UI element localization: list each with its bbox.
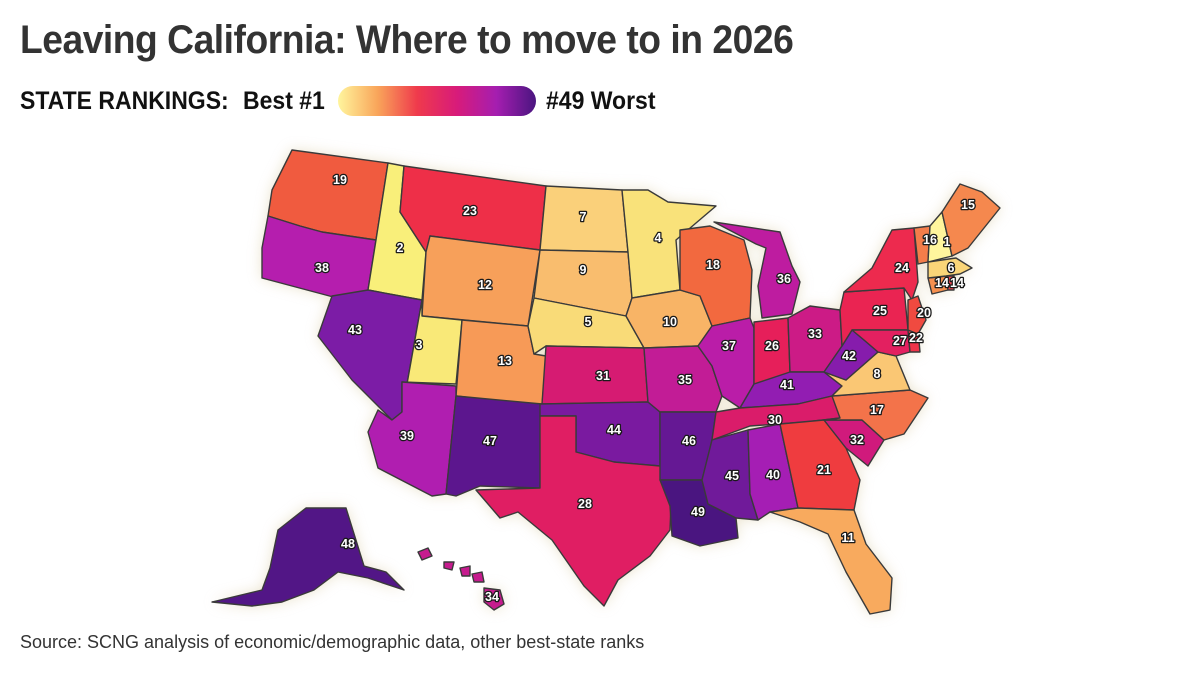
hawaii-island-3 xyxy=(459,565,471,577)
rank-label-alaska: 48 xyxy=(341,537,355,551)
rank-label-utah: 3 xyxy=(416,338,423,352)
page-title: Leaving California: Where to move to in … xyxy=(20,18,794,62)
state-florida xyxy=(769,507,893,615)
rank-label-iowa: 10 xyxy=(663,315,677,329)
rank-label-tennessee: 30 xyxy=(768,413,782,427)
state-michigan xyxy=(713,221,801,319)
rank-label-nevada: 43 xyxy=(348,323,362,337)
state-new-york xyxy=(843,227,919,301)
rank-label-hawaii: 34 xyxy=(485,590,499,604)
state-kansas xyxy=(541,345,649,405)
legend: STATE RANKINGS: Best #1 #49 Worst xyxy=(20,84,665,118)
legend-label: STATE RANKINGS: xyxy=(20,86,229,115)
rank-label-kansas: 31 xyxy=(596,369,610,383)
hawaii-island-1 xyxy=(417,547,433,561)
rank-label-new-mexico: 47 xyxy=(483,434,497,448)
rank-label-nebraska: 5 xyxy=(585,315,592,329)
rank-label-vermont: 16 xyxy=(923,233,937,247)
rank-label-alabama: 40 xyxy=(766,468,780,482)
rank-label-michigan: 36 xyxy=(777,272,791,286)
rank-label-arkansas: 46 xyxy=(682,434,696,448)
rank-label-wisconsin: 18 xyxy=(706,258,720,272)
rank-label-oklahoma: 44 xyxy=(607,423,621,437)
rank-label-west-virginia: 42 xyxy=(842,349,856,363)
rank-label-idaho: 2 xyxy=(397,241,404,255)
state-new-jersey xyxy=(907,295,927,335)
rank-label-massachusetts: 6 xyxy=(948,261,955,275)
legend-worst-label: #49 Worst xyxy=(545,86,656,115)
state-maine xyxy=(941,183,1001,257)
rank-label-minnesota: 4 xyxy=(655,231,662,245)
rank-label-delaware: 22 xyxy=(909,331,923,345)
rank-label-texas: 28 xyxy=(578,497,592,511)
rank-label-illinois: 37 xyxy=(722,339,736,353)
rank-label-maine: 15 xyxy=(961,198,975,212)
rank-label-wyoming: 12 xyxy=(478,278,492,292)
rank-label-connecticut: 14 xyxy=(935,276,949,290)
hawaii-island-4 xyxy=(471,571,485,583)
rank-label-missouri: 35 xyxy=(678,373,692,387)
rank-label-new-hampshire: 1 xyxy=(944,235,951,249)
rank-label-south-carolina: 32 xyxy=(850,433,864,447)
rank-label-rhode-island: 14 xyxy=(950,276,964,290)
rank-label-new-jersey: 20 xyxy=(917,306,931,320)
rank-label-oregon: 38 xyxy=(315,261,329,275)
rank-label-north-dakota: 7 xyxy=(580,210,587,224)
state-alaska xyxy=(211,507,405,607)
rank-label-georgia: 21 xyxy=(817,463,831,477)
state-minnesota xyxy=(621,189,717,299)
state-rhode-island xyxy=(945,275,955,291)
legend-gradient-bar xyxy=(337,86,536,116)
state-north-carolina xyxy=(823,389,929,441)
state-texas xyxy=(475,415,673,607)
state-massachusetts xyxy=(927,257,973,279)
rank-label-colorado: 13 xyxy=(498,354,512,368)
rank-label-virginia: 8 xyxy=(874,367,881,381)
source-note: Source: SCNG analysis of economic/demogr… xyxy=(20,632,645,652)
rank-label-louisiana: 49 xyxy=(691,505,705,519)
rank-label-mississippi: 45 xyxy=(725,469,739,483)
rank-label-ohio: 33 xyxy=(808,327,822,341)
rank-label-maryland: 27 xyxy=(893,334,907,348)
rank-label-north-carolina: 17 xyxy=(870,403,884,417)
rank-label-new-york: 24 xyxy=(895,261,909,275)
rank-label-montana: 23 xyxy=(463,204,477,218)
rank-label-florida: 11 xyxy=(841,531,854,545)
state-hawaii xyxy=(483,587,505,611)
rank-label-kentucky: 41 xyxy=(780,378,794,392)
legend-best-label: Best #1 xyxy=(242,86,325,115)
rank-label-south-dakota: 9 xyxy=(580,263,587,277)
state-arizona xyxy=(367,381,457,497)
rank-label-washington: 19 xyxy=(333,173,347,187)
rank-label-arizona: 39 xyxy=(400,429,414,443)
rank-label-indiana: 26 xyxy=(765,339,779,353)
hawaii-island-2 xyxy=(443,561,455,571)
rank-label-pennsylvania: 25 xyxy=(873,304,887,318)
